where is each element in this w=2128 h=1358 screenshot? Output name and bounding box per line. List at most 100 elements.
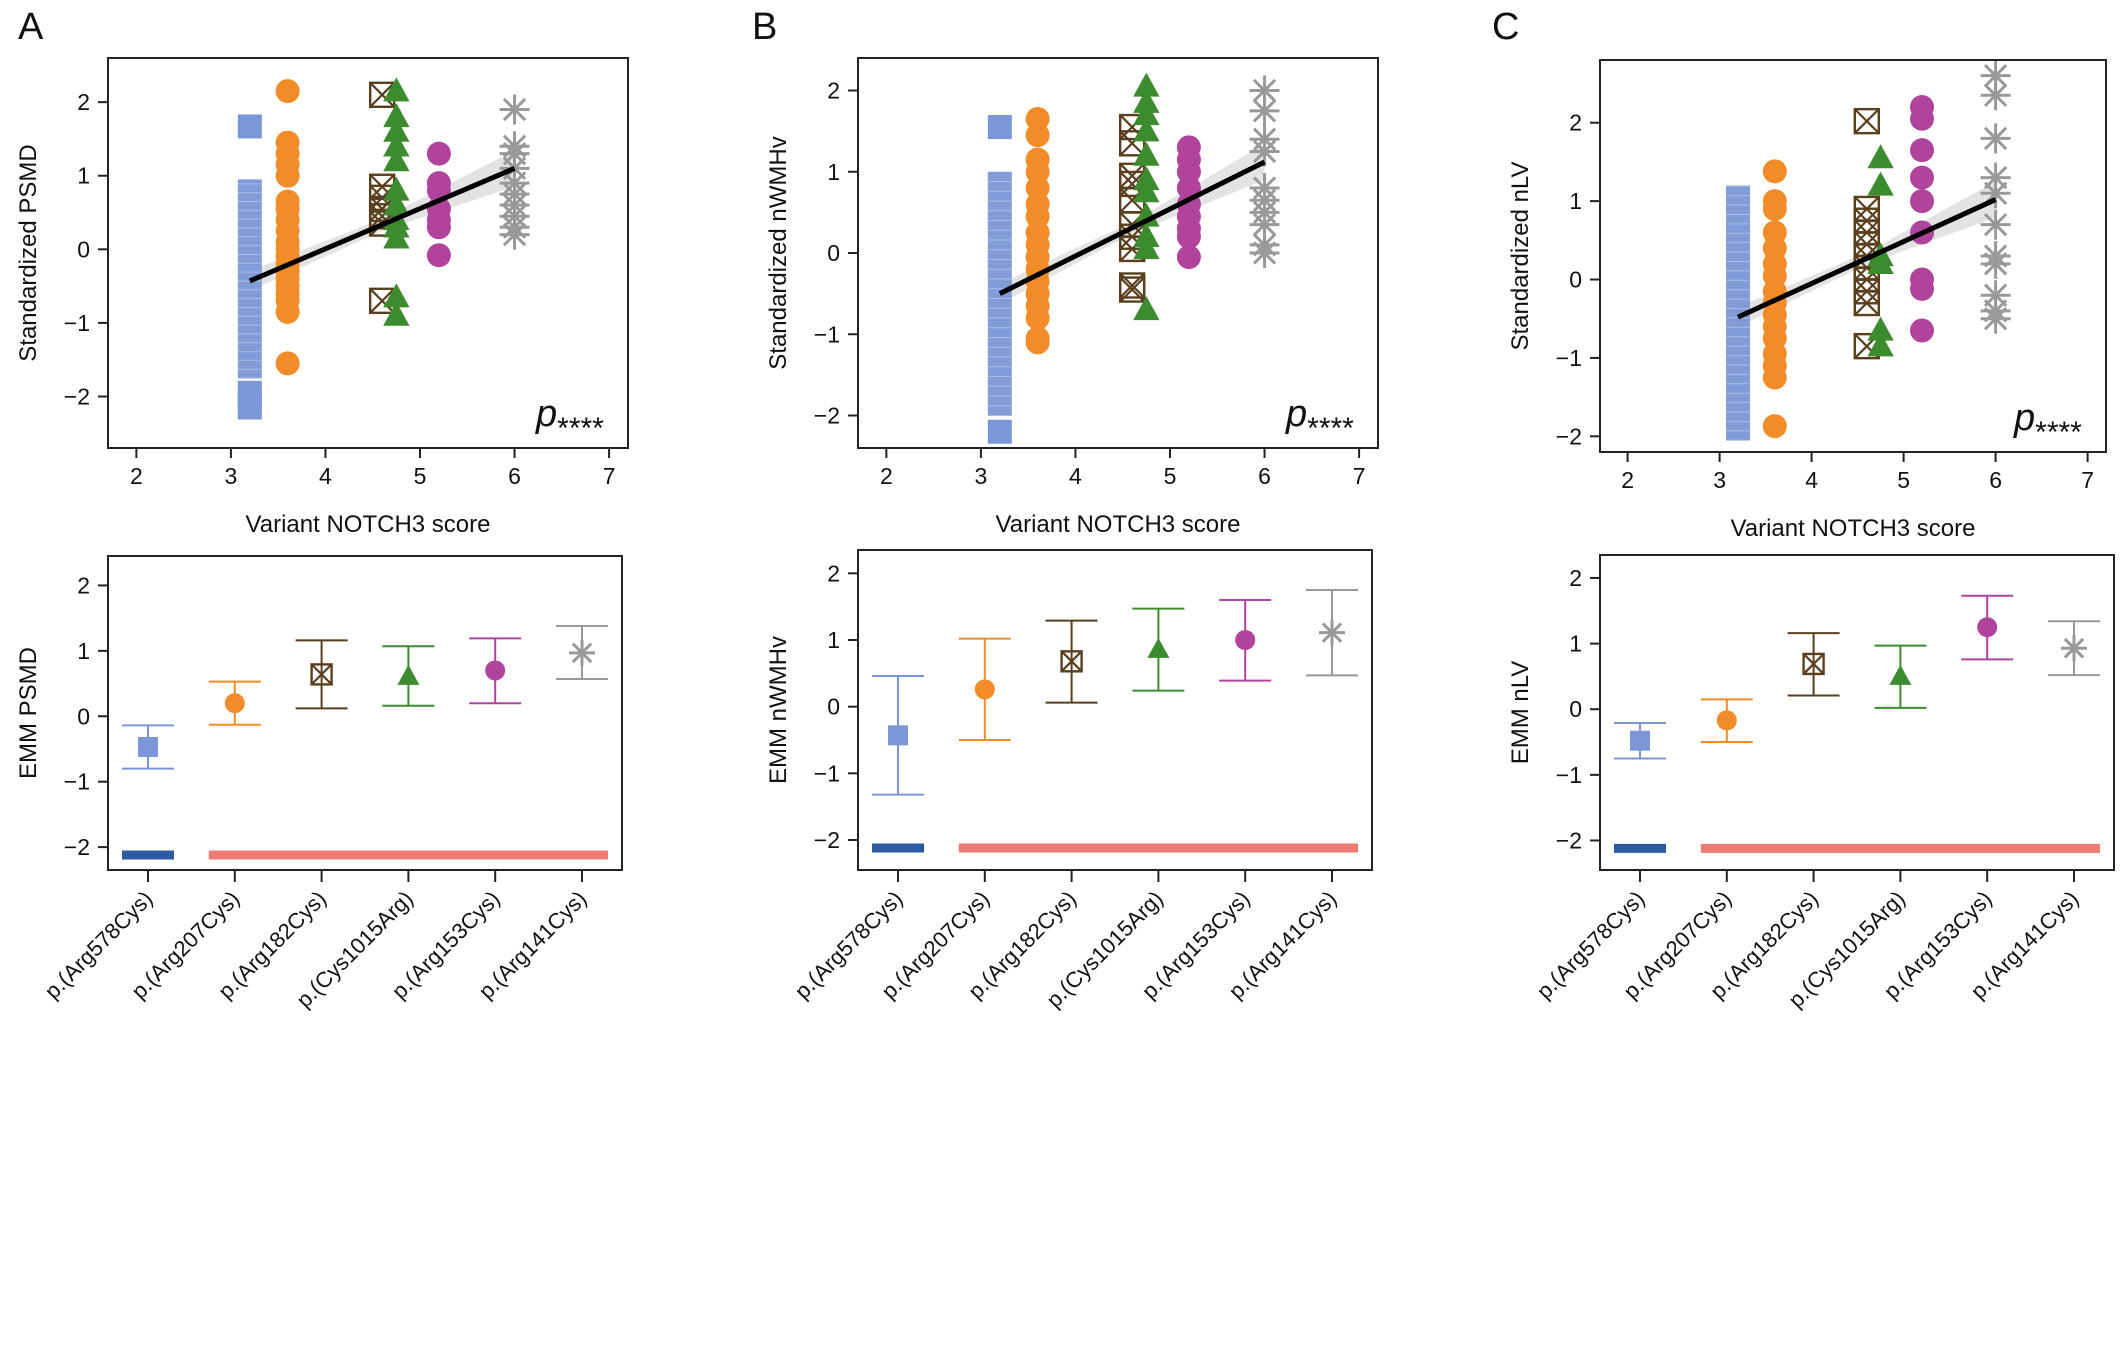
panel-b-emm-mean-marker-1-shape [974, 679, 995, 700]
panel-c-scatter-point-4-3-shape [1910, 165, 1934, 190]
panel-c-emm-ytick-label: 0 [1569, 696, 1582, 722]
panel-c-scatter-point-2-0-cross-b [1854, 108, 1880, 134]
panel-a-scatter-point-3-2-shape [383, 117, 410, 142]
panel-b-scatter-point-1-16-shape [1025, 330, 1050, 355]
panel-a-scatter-point-2-6-cross-b [369, 288, 395, 314]
panel-c-scatter-point-1-14 [1762, 365, 1787, 390]
panel-b-emm-mean-marker-1 [974, 679, 995, 700]
panel-c-scatter-point-5-1 [1980, 80, 2011, 111]
panel-c-emm-mean-marker-3 [1889, 664, 1912, 685]
panel-c-scatter-p-annotation: p**** [2013, 397, 2082, 449]
panel-c-scatter-point-2-0-box [1853, 107, 1881, 135]
panel-a-emm-mean-marker-3 [397, 664, 420, 685]
panel-b-scatter-p-annotation: p**** [1285, 393, 1354, 445]
panel-c-scatter-xtick-label: 7 [2081, 467, 2094, 493]
panel-a-scatter-point-3-11-shape [383, 301, 410, 326]
panel-b-scatter-ytick-label: −2 [814, 403, 840, 429]
panel-c-scatter-point-1-2-shape [1762, 196, 1787, 221]
panel-c-scatter-point-3-5 [1867, 332, 1894, 357]
panel-a-scatter-ylabel: Standardized PSMD [15, 144, 42, 361]
panel-a-scatter-ytick-label: −2 [64, 383, 90, 409]
panel-c-scatter-point-5-5 [1980, 209, 2011, 240]
panel-c-emm-mean-marker-0-shape [1630, 730, 1650, 751]
panel-b-scatter-xtick-label: 3 [975, 463, 988, 489]
panel-c-scatter-point-4-7 [1910, 276, 1934, 301]
panel-b-scatter-point-0-1 [987, 419, 1012, 444]
panel-a-scatter-xtick-label: 7 [603, 463, 616, 489]
panel-c-emm-mean-marker-4-shape [1977, 617, 1998, 638]
panel-c-scatter-fit-line [1736, 197, 1997, 320]
panel-a-scatter-point-3-6 [383, 191, 410, 216]
panel-c-emm-ytick-label: −1 [1556, 762, 1582, 788]
panel-a-scatter-point-1-18 [275, 299, 300, 324]
panel-a-scatter-point-1-0 [275, 79, 300, 104]
panel-b-scatter-point-4-8 [1176, 245, 1201, 270]
panel-b-scatter-point-3-1-shape [1133, 88, 1160, 113]
panel-c-scatter-point-4-1 [1910, 106, 1934, 131]
panel-b-scatter-point-0-1-shape [987, 419, 1012, 444]
panel-b-scatter-point-3-0 [1133, 72, 1160, 97]
panel-c-scatter-frame [1599, 59, 2107, 453]
panel-b-scatter-point-5-0 [1249, 75, 1280, 106]
panel-a-scatter-point-3-9 [383, 224, 410, 249]
panel-a-emm-mean-marker-5-stroke [571, 642, 593, 664]
panel-b-scatter-xtick-label: 4 [1069, 463, 1082, 489]
panel-c-scatter-point-3-3-shape [1867, 250, 1894, 275]
panel-b-emm-mean-marker-2-cross-b [1060, 650, 1083, 673]
panel-a-scatter-point-3-11 [383, 301, 410, 326]
panel-b-emm-mean-marker-5-stroke [1321, 622, 1343, 643]
panel-c-emm-mean-marker-1-shape [1716, 710, 1737, 731]
panel-b-scatter-xtick-label: 2 [880, 463, 893, 489]
panel-a-scatter-point-4-6 [426, 243, 451, 268]
panel-b-scatter-point-5-7 [1249, 209, 1280, 240]
panel-b-scatter-xtick-label: 5 [1164, 463, 1177, 489]
panel-b-scatter-point-2-9 [1118, 276, 1146, 303]
panel-a-scatter-ytick-label: 0 [77, 236, 90, 262]
panel-c-scatter-point-4-4-shape [1910, 189, 1934, 214]
panel-b-scatter-ytick-label: −1 [814, 321, 840, 347]
panel-b-scatter-point-3-10 [1133, 296, 1160, 321]
panel-a-scatter-xtick-label: 3 [225, 463, 238, 489]
panel-b-scatter-point-3-7 [1133, 202, 1160, 227]
panel-c-emm-ytick-label: −2 [1556, 827, 1582, 853]
panel-a-emm-mean-marker-3-shape [397, 664, 420, 685]
panel-a-scatter-point-1-18-shape [275, 299, 300, 324]
panel-b-scatter-point-5-1 [1249, 95, 1280, 126]
panel-a-scatter-point-5-0 [499, 94, 530, 125]
panel-b-scatter-xtick-label: 6 [1258, 463, 1271, 489]
panel-a-emm-mean-marker-2-box [310, 663, 333, 686]
panel-b-scatter-point-5-9 [1249, 238, 1280, 268]
panel-c-scatter-point-3-0-shape [1867, 144, 1894, 169]
panel-c-scatter-point-4-4 [1910, 189, 1934, 214]
panel-c-emm-mean-marker-1 [1716, 710, 1737, 731]
panel-b-emm-mean-marker-0 [888, 725, 908, 746]
panel-a-scatter-ytick-label: −1 [64, 310, 90, 336]
panel-c-scatter-point-5-0-stroke [1983, 64, 2008, 88]
panel-b-scatter-ylabel: Standardized nWMHv [765, 136, 792, 369]
panel-a-emm-ytick-label: 0 [77, 703, 90, 729]
panel-b-scatter-point-2-9-box [1118, 276, 1146, 303]
panel-c-scatter-point-3-0 [1867, 144, 1894, 169]
panel-b-emm-mean-marker-2-box [1060, 650, 1083, 673]
panel-b-scatter-point-3-5-shape [1133, 166, 1160, 191]
panel-c-scatter-point-4-8-shape [1910, 318, 1934, 343]
panel-a-emm-mean-marker-5 [569, 639, 595, 666]
panel-c-scatter-point-3-3 [1867, 250, 1894, 275]
panel-c-scatter-ytick-label: −2 [1556, 423, 1582, 449]
panel-a-scatter-point-0-3-shape [237, 395, 262, 420]
panel-a-scatter-point-3-6-shape [383, 191, 410, 216]
panel-c-scatter-xtick-label: 6 [1989, 467, 2002, 493]
panel-b-scatter-point-2-9-cross-b [1119, 276, 1145, 303]
panel-c-scatter-point-1-2 [1762, 196, 1787, 221]
panel-c-emm-mean-marker-2 [1802, 652, 1825, 676]
panel-c-emm-mean-marker-4 [1977, 617, 1998, 638]
panel-c-scatter-point-4-3 [1910, 165, 1934, 190]
panel-c-scatter-point-4-2-shape [1910, 138, 1934, 163]
panel-c-scatter-confidence-band [1738, 181, 1996, 328]
panel-b-scatter-xtick-label: 7 [1353, 463, 1366, 489]
panel-c-scatter-ytick-label: 2 [1569, 110, 1582, 136]
panel-b-emm-mean-marker-4-shape [1235, 630, 1256, 650]
panel-a-scatter-point-3-5 [383, 176, 410, 201]
panel-a-scatter-point-3-4-shape [383, 147, 410, 172]
panel-c-emm-frame [1599, 554, 2115, 871]
